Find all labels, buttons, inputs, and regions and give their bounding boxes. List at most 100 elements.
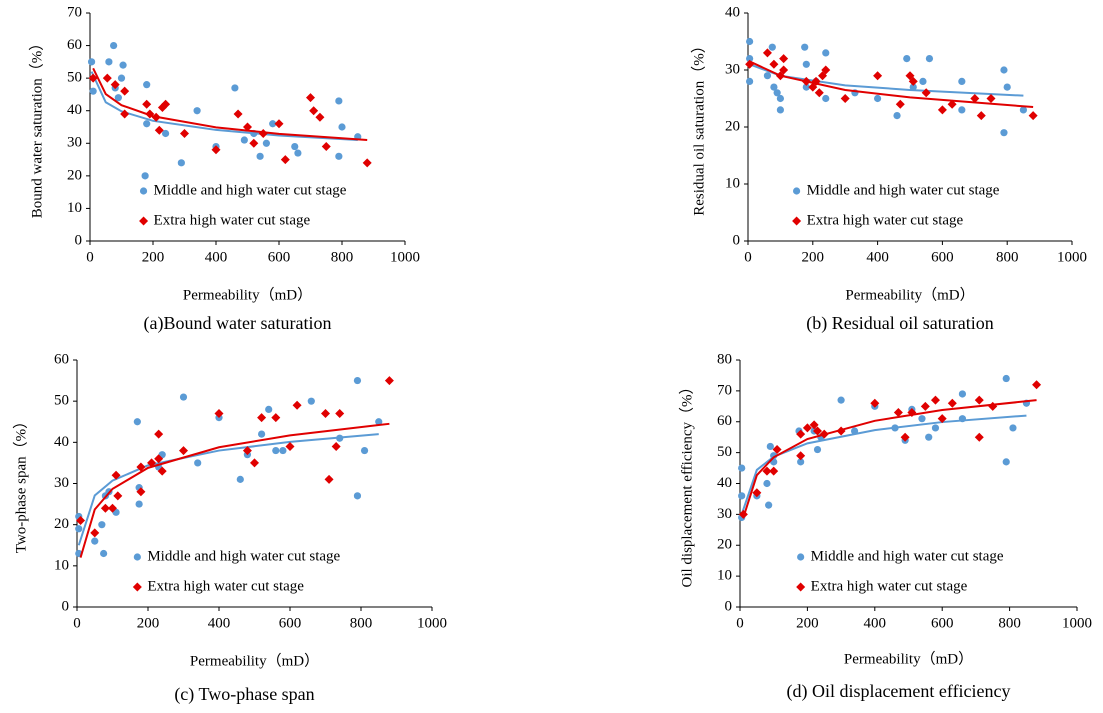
x-tick-label: 600 (268, 249, 291, 265)
data-point (766, 442, 774, 451)
data-point (908, 76, 918, 86)
trend-line (742, 399, 1037, 518)
legend-label: Middle and high water cut stage (154, 182, 347, 198)
data-point (240, 136, 248, 144)
data-point (776, 106, 785, 114)
data-point (242, 446, 252, 456)
data-point (976, 111, 986, 121)
data-point (114, 94, 122, 102)
y-tick-label: 10 (725, 175, 740, 191)
data-point (117, 74, 126, 82)
x-tick-label: 200 (796, 615, 819, 631)
data-point (90, 528, 100, 538)
data-point (763, 72, 772, 80)
data-point (1032, 380, 1042, 390)
data-point (75, 525, 83, 533)
data-point (903, 55, 911, 63)
data-point (770, 83, 778, 91)
data-point (142, 99, 152, 109)
data-point (809, 420, 819, 430)
data-point (986, 94, 996, 103)
data-point (893, 407, 903, 417)
data-point (108, 503, 117, 513)
data-point (988, 401, 998, 411)
data-point (143, 120, 151, 128)
data-point (1000, 129, 1008, 137)
data-point (133, 418, 141, 426)
x-tick-label: 800 (350, 615, 373, 631)
x-tick-label: 1000 (1057, 249, 1087, 265)
data-point (974, 432, 984, 442)
y-tick-label: 80 (717, 351, 732, 367)
data-point (157, 466, 167, 476)
data-point (335, 97, 343, 105)
y-tick-label: 20 (67, 167, 82, 183)
data-point (746, 37, 754, 46)
y-tick-label: 0 (725, 598, 733, 614)
data-point (937, 105, 947, 115)
x-axis-label: Permeability（mD） (183, 286, 312, 303)
data-point (870, 398, 880, 408)
data-point (120, 86, 130, 96)
data-point (1009, 424, 1017, 432)
data-point (324, 474, 334, 484)
x-tick-label: 0 (736, 615, 744, 631)
y-tick-label: 40 (54, 434, 69, 450)
y-tick-label: 40 (67, 102, 82, 118)
data-point (338, 123, 346, 131)
data-point (236, 475, 244, 483)
x-tick-label: 1000 (417, 615, 447, 631)
data-point (98, 521, 106, 529)
data-point (211, 145, 221, 155)
x-tick-label: 200 (137, 615, 160, 631)
data-point (745, 59, 755, 69)
data-point (353, 492, 362, 500)
data-point (1002, 374, 1010, 383)
x-tick-label: 200 (802, 249, 825, 265)
data-point (87, 58, 96, 66)
data-point (119, 61, 127, 69)
x-tick-label: 800 (998, 615, 1021, 631)
y-tick-label: 30 (717, 506, 732, 522)
data-point (136, 487, 146, 497)
data-point (269, 120, 277, 128)
y-axis-label: Residual oil saturation（%） (690, 38, 707, 215)
data-point (746, 55, 754, 63)
data-point (321, 409, 330, 419)
x-tick-label: 600 (931, 615, 954, 631)
data-point (779, 65, 789, 75)
x-tick-label: 400 (866, 249, 889, 265)
data-point (801, 43, 809, 51)
data-point (272, 446, 280, 455)
data-point (113, 491, 123, 501)
data-point (294, 149, 302, 157)
trend-line (77, 433, 379, 546)
trend-line (92, 67, 368, 142)
legend-label: Extra high water cut stage (811, 578, 968, 594)
data-point (947, 398, 957, 408)
x-tick-label: 1000 (1062, 615, 1092, 631)
data-point (738, 492, 746, 500)
legend-marker (792, 216, 802, 226)
x-tick-label: 800 (996, 249, 1019, 265)
data-point (76, 516, 86, 526)
data-point (231, 84, 239, 92)
y-tick-label: 20 (725, 118, 740, 134)
data-point (874, 94, 882, 103)
y-tick-label: 70 (717, 382, 732, 398)
x-tick-label: 600 (279, 615, 302, 631)
data-point (802, 83, 810, 91)
y-tick-label: 0 (62, 598, 70, 614)
data-point (821, 65, 831, 75)
data-point (796, 451, 806, 461)
data-point (937, 414, 947, 424)
data-point (769, 466, 779, 476)
legend-marker (132, 582, 142, 592)
data-point (307, 397, 315, 405)
data-point (822, 49, 830, 57)
data-point (274, 119, 284, 129)
data-point (88, 73, 98, 83)
x-tick-label: 1000 (390, 249, 420, 265)
y-tick-label: 40 (725, 4, 740, 20)
data-point (194, 459, 202, 467)
